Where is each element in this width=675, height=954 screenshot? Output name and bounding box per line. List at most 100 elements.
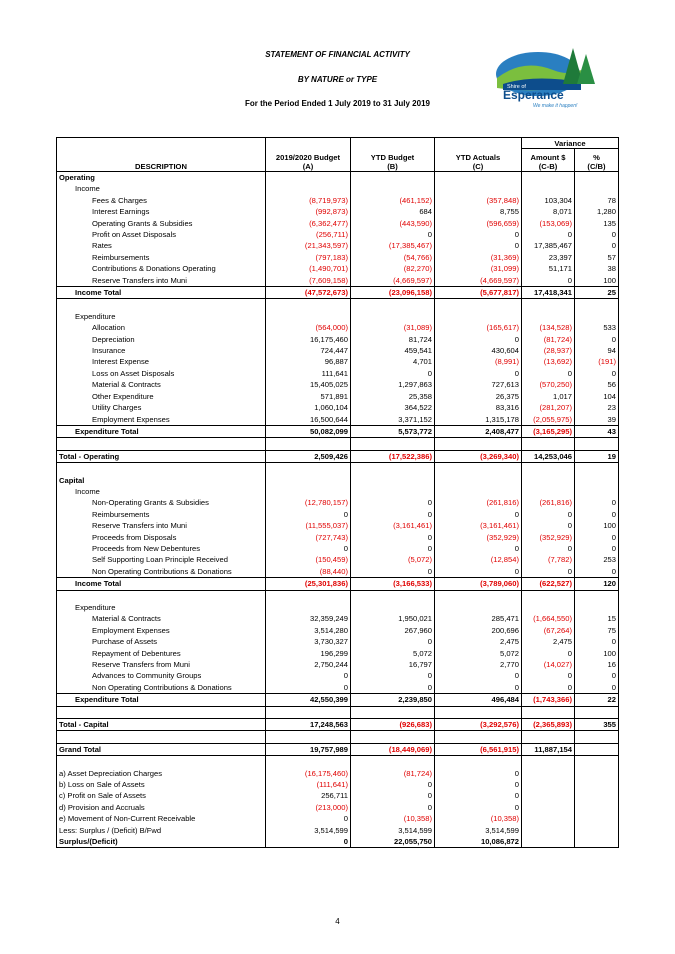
row-label: Operating [56, 171, 266, 184]
cell-value: 0 [350, 801, 435, 814]
empty-cell [521, 706, 575, 719]
table-row: Employment Expenses 3,514,280 267,960 200,6… [56, 624, 619, 637]
cell-value: (10,358) [434, 813, 522, 825]
cell-value: 17,418,341 [521, 286, 575, 300]
row-label: Expenditure [56, 310, 266, 323]
empty-cell [521, 590, 575, 602]
empty-cell [521, 171, 575, 184]
cell-value: (165,617) [434, 322, 522, 334]
empty-cell [574, 755, 619, 768]
row-label: Utility Charges [56, 402, 266, 414]
empty-cell [350, 462, 435, 475]
cell-value: 104 [574, 390, 619, 403]
cell-value: (21,343,597) [265, 240, 351, 252]
table-row: Rates (21,343,597) (17,385,467) 0 17,385,467… [56, 240, 619, 252]
table-row: Other Expenditure 571,891 25,358 26,375 1,01… [56, 390, 619, 403]
cell-value: 32,359,249 [265, 613, 351, 625]
empty-cell [350, 601, 435, 614]
cell-value: 253 [574, 554, 619, 566]
cell-value: (8,719,973) [265, 194, 351, 207]
cell-value: (3,269,340) [434, 449, 522, 464]
cell-value: (352,929) [434, 531, 522, 543]
cell-value: (281,207) [521, 402, 575, 414]
table-row: Advances to Community Groups 0 0 0 0 0 [56, 670, 619, 682]
cell-value: (14,027) [521, 659, 575, 671]
empty-cell [574, 824, 619, 837]
cell-value: 42,550,399 [265, 693, 351, 707]
cell-value: 0 [434, 801, 522, 814]
empty-cell [521, 730, 575, 744]
cell-value: 22,055,750 [350, 836, 435, 849]
empty-cell [56, 755, 266, 768]
cell-value: (3,161,461) [434, 520, 522, 532]
table-row: e) Movement of Non-Current Receivable 0 (1… [56, 813, 619, 825]
row-label: Rates [56, 240, 266, 252]
cell-value: 0 [350, 779, 435, 791]
row-label: Self Supporting Loan Principle Received [56, 554, 266, 566]
cell-value: (28,937) [521, 345, 575, 357]
logo-line1: Shire of [507, 84, 526, 90]
row-label: Expenditure Total [56, 424, 266, 439]
table-row: Income Total (47,572,673) (23,096,158) (5,6… [56, 286, 619, 300]
cell-value: 2,408,477 [434, 424, 522, 439]
row-label: Income Total [56, 577, 266, 591]
cell-value: 15,405,025 [265, 379, 351, 391]
empty-cell [265, 183, 351, 195]
cell-value: 111,641 [265, 367, 351, 380]
empty-cell [574, 779, 619, 791]
empty-cell [265, 474, 351, 486]
cell-value: 39 [574, 413, 619, 426]
table-row: Expenditure [56, 601, 619, 614]
empty-cell [574, 706, 619, 719]
cell-value: 727,613 [434, 379, 522, 391]
cell-value: 0 [434, 240, 522, 252]
empty-cell [434, 310, 522, 323]
row-label: Income Total [56, 286, 266, 300]
cell-value: (4,669,597) [350, 274, 435, 287]
cell-value: 0 [265, 836, 351, 849]
cell-value: 0 [434, 542, 522, 555]
row-label: Insurance [56, 345, 266, 357]
cell-value: (191) [574, 356, 619, 368]
row-label: Contributions & Donations Operating [56, 263, 266, 275]
cell-value: 43 [574, 424, 619, 439]
empty-cell [265, 310, 351, 323]
statement-table: DESCRIPTION 2019/2020 Budget (A) YTD Budg… [56, 137, 619, 849]
cell-value: 0 [574, 542, 619, 555]
cell-value: 25 [574, 286, 619, 300]
cell-value: 2,475 [434, 636, 522, 648]
cell-value: 0 [434, 508, 522, 521]
cell-value: (6,561,915) [434, 742, 522, 757]
cell-value: (3,292,576) [434, 717, 522, 732]
row-label: Profit on Asset Disposals [56, 229, 266, 241]
table-row: Reserve Transfers from Muni 2,750,244 16,7… [56, 659, 619, 671]
row-label: Reserve Transfers into Muni [56, 520, 266, 532]
row-label: Income [56, 485, 266, 498]
cell-value: (1,664,550) [521, 613, 575, 625]
empty-cell [521, 801, 575, 814]
row-label: Employment Expenses [56, 413, 266, 426]
table-row: Surplus/(Deficit) 0 22,055,750 10,086,872 [56, 836, 619, 849]
cell-value: 3,730,327 [265, 636, 351, 648]
table-row [56, 462, 619, 475]
cell-value: (727,743) [265, 531, 351, 543]
row-label: c) Profit on Sale of Assets [56, 790, 266, 802]
row-label: d) Provision and Accruals [56, 801, 266, 814]
cell-value: 1,315,178 [434, 413, 522, 426]
cell-value: 0 [521, 542, 575, 555]
empty-cell [434, 183, 522, 195]
cell-value: 75 [574, 624, 619, 637]
cell-value: 1,280 [574, 206, 619, 218]
row-label: Interest Expense [56, 356, 266, 368]
cell-value: 285,471 [434, 613, 522, 625]
table-row [56, 298, 619, 311]
cell-value: 0 [350, 497, 435, 509]
cell-value: (88,440) [265, 565, 351, 578]
period: For the Period Ended 1 July 2019 to 31 J… [245, 99, 430, 108]
row-label: Grand Total [56, 742, 266, 757]
cell-value: 16 [574, 659, 619, 671]
table-row: a) Asset Depreciation Charges (16,175,460… [56, 767, 619, 780]
row-label: b) Loss on Sale of Assets [56, 779, 266, 791]
empty-cell [574, 462, 619, 475]
empty-cell [521, 183, 575, 195]
